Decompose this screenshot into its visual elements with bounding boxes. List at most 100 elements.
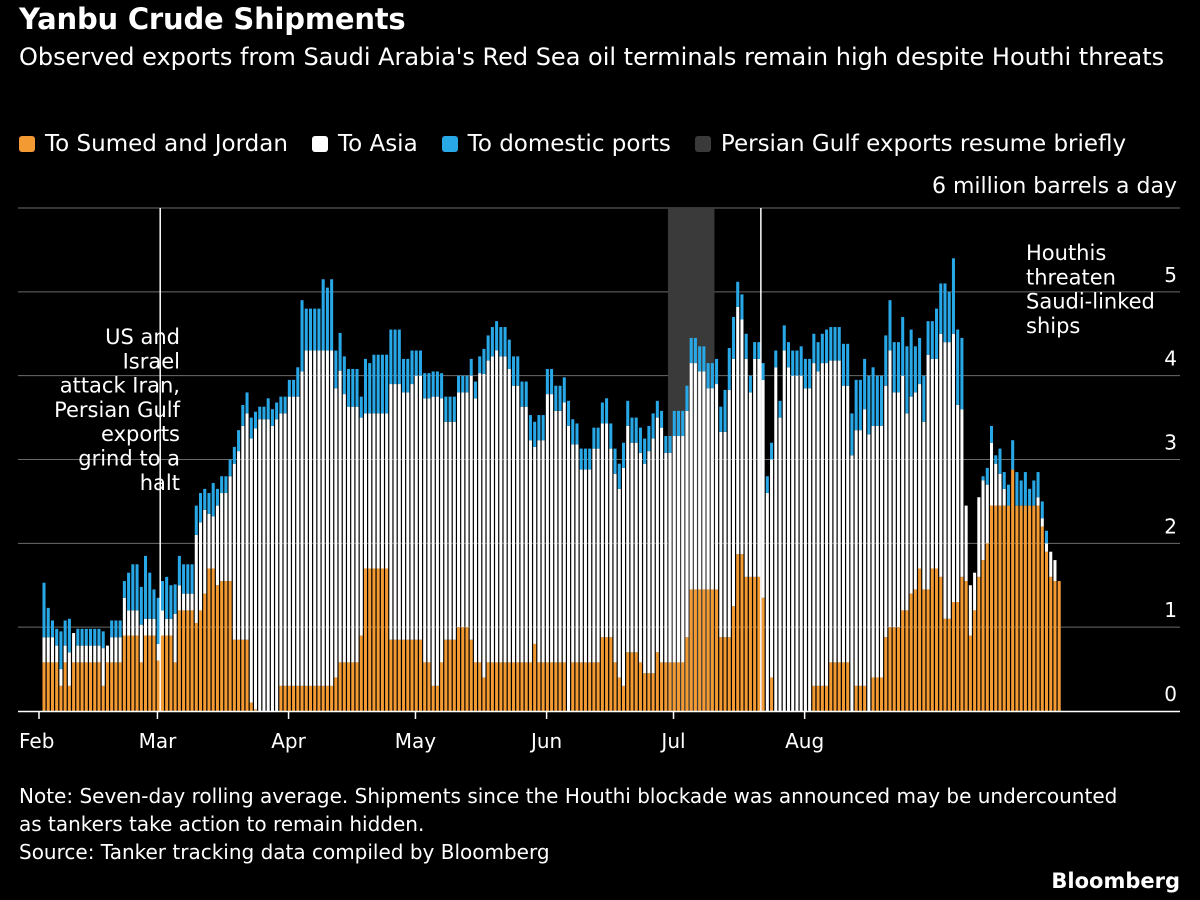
bar-domestic (609, 423, 613, 449)
bar-asia (884, 385, 888, 638)
bar-domestic (1032, 480, 1036, 506)
bar-sumed-jordan (554, 662, 558, 711)
bar-sumed-jordan (122, 635, 126, 711)
bar-sumed-jordan (300, 685, 304, 711)
bar-asia (478, 373, 482, 663)
bar-asia (418, 375, 422, 640)
bar-sumed-jordan (634, 652, 638, 711)
bar-sumed-jordan (418, 639, 422, 711)
bar-sumed-jordan (397, 639, 401, 711)
bar-domestic (338, 332, 342, 371)
bars (42, 258, 1061, 711)
bar-domestic (550, 368, 554, 395)
bar-domestic (689, 337, 693, 364)
bar-asia (693, 363, 697, 590)
bar-domestic (389, 329, 393, 385)
bar-domestic (748, 375, 752, 393)
bar-asia (913, 392, 917, 590)
bar-asia (643, 463, 647, 674)
bar-sumed-jordan (194, 622, 198, 711)
bar-domestic (990, 425, 994, 443)
bar-asia (80, 645, 84, 663)
bar-asia (600, 423, 604, 638)
bar-asia (537, 440, 541, 663)
bar-asia (224, 493, 228, 582)
bar-asia (457, 392, 461, 628)
x-axis: Feb Mar Apr May Jun Jul Aug (18, 710, 1180, 753)
bar-asia (782, 350, 786, 711)
bar-asia (968, 585, 972, 636)
bar-asia (956, 405, 960, 603)
bar-sumed-jordan (651, 673, 655, 711)
annotation-line-text: exports (101, 422, 180, 446)
bar-sumed-jordan (245, 639, 249, 711)
bar-domestic (190, 564, 194, 594)
bar-sumed-jordan (89, 662, 93, 711)
x-tick-label: Aug (785, 729, 824, 753)
bar-asia (634, 442, 638, 653)
bar-sumed-jordan (279, 685, 283, 711)
bar-sumed-jordan (854, 685, 858, 711)
bar-sumed-jordan (114, 662, 118, 711)
bar-sumed-jordan (177, 610, 181, 711)
y-tick-label: 5 (1164, 263, 1177, 287)
bar-sumed-jordan (951, 602, 955, 711)
bar-domestic (592, 427, 596, 449)
bar-asia (837, 360, 841, 663)
bar-domestic (820, 333, 824, 364)
bar-domestic (935, 308, 939, 359)
bar-sumed-jordan (224, 581, 228, 711)
bar-domestic (435, 371, 439, 397)
bar-sumed-jordan (444, 639, 448, 711)
bar-asia (981, 480, 985, 561)
bar-domestic (702, 346, 706, 372)
bar-domestic (215, 488, 219, 506)
bar-domestic (228, 459, 232, 477)
bar-domestic (224, 476, 228, 494)
bar-asia (748, 392, 752, 577)
bar-domestic (994, 455, 998, 464)
bar-sumed-jordan (638, 662, 642, 711)
bar-sumed-jordan (338, 662, 342, 711)
bar-asia (160, 610, 164, 636)
bar-asia (579, 469, 583, 663)
bar-sumed-jordan (930, 568, 934, 711)
bar-domestic (579, 448, 583, 470)
bar-domestic (1015, 472, 1019, 506)
bar-domestic (283, 396, 287, 414)
bar-asia (139, 624, 143, 663)
bar-sumed-jordan (761, 597, 765, 711)
bar-asia (330, 350, 334, 686)
bar-domestic (681, 410, 685, 437)
bar-sumed-jordan (592, 662, 596, 711)
bar-sumed-jordan (482, 677, 486, 711)
bar-sumed-jordan (148, 635, 152, 711)
bar-domestic (393, 329, 397, 385)
bar-sumed-jordan (706, 589, 710, 711)
bar-domestic (287, 379, 291, 397)
bar-domestic (723, 389, 727, 432)
chart-note: Note: Seven-day rolling average. Shipmen… (19, 784, 1118, 836)
bar-domestic (803, 358, 807, 389)
bar-asia (156, 643, 160, 661)
bar-domestic (829, 327, 833, 361)
bar-asia (55, 645, 59, 663)
bar-domestic (706, 363, 710, 389)
bar-asia (926, 354, 930, 590)
bar-domestic (1044, 530, 1049, 544)
annotation-line-text: Israel (123, 349, 180, 373)
bar-asia (744, 358, 748, 577)
bar-domestic (262, 406, 266, 420)
bar-sumed-jordan (152, 635, 156, 711)
bar-domestic (101, 631, 105, 649)
bar-asia (355, 406, 359, 663)
bar-domestic (757, 342, 761, 359)
bar-domestic (173, 584, 177, 614)
bar-sumed-jordan (380, 568, 384, 711)
bar-asia (444, 421, 448, 640)
bar-asia (503, 356, 507, 663)
bar-sumed-jordan (841, 662, 845, 711)
bar-sumed-jordan (355, 662, 359, 711)
annotation-line-text: ships (1026, 314, 1080, 338)
bar-asia (253, 428, 258, 710)
